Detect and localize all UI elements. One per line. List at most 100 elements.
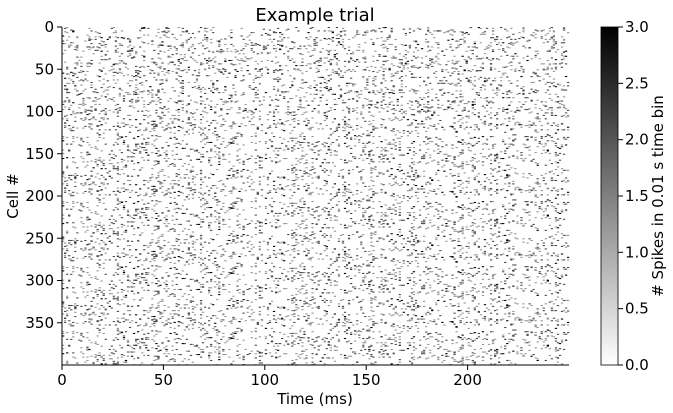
raster-cell xyxy=(345,188,349,190)
raster-cell xyxy=(431,125,434,127)
raster-cell xyxy=(451,147,454,149)
raster-cell xyxy=(122,97,126,100)
raster-cell xyxy=(457,155,460,157)
raster-cell xyxy=(161,31,164,33)
raster-cell xyxy=(228,94,231,96)
raster-cell xyxy=(189,122,193,124)
raster-cell xyxy=(566,169,570,171)
raster-cell xyxy=(500,80,503,82)
raster-cell xyxy=(311,136,314,138)
raster-cell xyxy=(483,81,487,83)
raster-cell xyxy=(398,66,401,68)
raster-cell xyxy=(412,184,416,186)
raster-cell xyxy=(562,29,566,31)
raster-cell xyxy=(439,203,442,205)
raster-cell xyxy=(82,161,85,163)
raster-cell xyxy=(112,87,115,89)
raster-cell xyxy=(493,160,497,162)
raster-cell xyxy=(122,143,126,145)
raster-cell xyxy=(376,90,379,92)
raster-cell xyxy=(546,108,549,111)
raster-cell xyxy=(414,66,418,68)
raster-cell xyxy=(352,110,355,112)
raster-cell xyxy=(311,162,314,164)
raster-cell xyxy=(135,89,138,91)
raster-cell xyxy=(325,69,328,71)
raster-cell xyxy=(161,112,164,114)
raster-cell xyxy=(234,202,237,204)
raster-cell xyxy=(222,124,225,126)
raster-cell xyxy=(177,158,180,160)
raster-cell xyxy=(84,174,87,176)
raster-cell xyxy=(274,98,278,100)
raster-cell xyxy=(147,159,150,161)
raster-cell xyxy=(402,116,405,118)
raster-cell xyxy=(197,31,201,33)
raster-cell xyxy=(483,88,487,90)
raster-cell xyxy=(151,200,154,202)
raster-cell xyxy=(108,70,111,72)
raster-cell xyxy=(483,85,487,87)
raster-cell xyxy=(382,213,385,215)
raster-cell xyxy=(246,169,249,171)
raster-cell xyxy=(495,125,499,127)
raster-cell xyxy=(62,108,65,111)
raster-cell xyxy=(463,172,466,174)
raster-cell xyxy=(193,101,197,103)
raster-cell xyxy=(68,82,71,84)
raster-cell xyxy=(390,130,393,132)
raster-cell xyxy=(558,107,562,109)
raster-cell xyxy=(341,76,345,78)
raster-cell xyxy=(279,136,282,138)
raster-cell xyxy=(327,27,330,29)
raster-cell xyxy=(139,211,142,213)
raster-cell xyxy=(128,215,132,217)
raster-cell xyxy=(242,110,245,112)
raster-cell xyxy=(384,214,387,216)
raster-cell xyxy=(66,97,69,99)
raster-cell xyxy=(364,146,367,149)
raster-cell xyxy=(368,163,371,165)
raster-cell xyxy=(451,191,454,193)
raster-cell xyxy=(455,85,458,87)
raster-cell xyxy=(337,59,341,62)
raster-cell xyxy=(437,145,440,147)
raster-cell xyxy=(74,116,77,118)
raster-cell xyxy=(410,157,414,160)
raster-cell xyxy=(467,110,470,112)
raster-cell xyxy=(199,221,203,223)
raster-cell xyxy=(459,101,462,103)
raster-cell xyxy=(345,162,349,164)
raster-cell xyxy=(214,145,217,147)
raster-cell xyxy=(427,202,430,204)
raster-cell xyxy=(370,214,373,216)
raster-cell xyxy=(459,126,462,128)
raster-cell xyxy=(345,82,349,84)
raster-cell xyxy=(120,136,124,138)
raster-cell xyxy=(110,177,113,179)
raster-cell xyxy=(151,93,154,95)
raster-cell xyxy=(337,210,341,212)
raster-cell xyxy=(139,216,142,218)
raster-cell xyxy=(416,27,420,29)
raster-cell xyxy=(64,100,67,102)
raster-cell xyxy=(230,177,233,179)
raster-cell xyxy=(329,134,332,136)
raster-cell xyxy=(177,108,180,111)
raster-cell xyxy=(544,164,547,166)
raster-cell xyxy=(210,148,213,150)
raster-cell xyxy=(358,43,361,45)
raster-cell xyxy=(362,168,365,171)
raster-cell xyxy=(291,140,294,142)
raster-cell xyxy=(469,215,472,217)
raster-cell xyxy=(443,194,446,196)
raster-cell xyxy=(66,39,69,41)
raster-cell xyxy=(412,76,416,78)
raster-cell xyxy=(94,109,97,111)
raster-cell xyxy=(240,123,243,125)
raster-cell xyxy=(236,159,239,161)
raster-cell xyxy=(548,152,551,154)
raster-cell xyxy=(477,202,481,204)
raster-cell xyxy=(374,103,377,105)
raster-cell xyxy=(86,151,89,153)
